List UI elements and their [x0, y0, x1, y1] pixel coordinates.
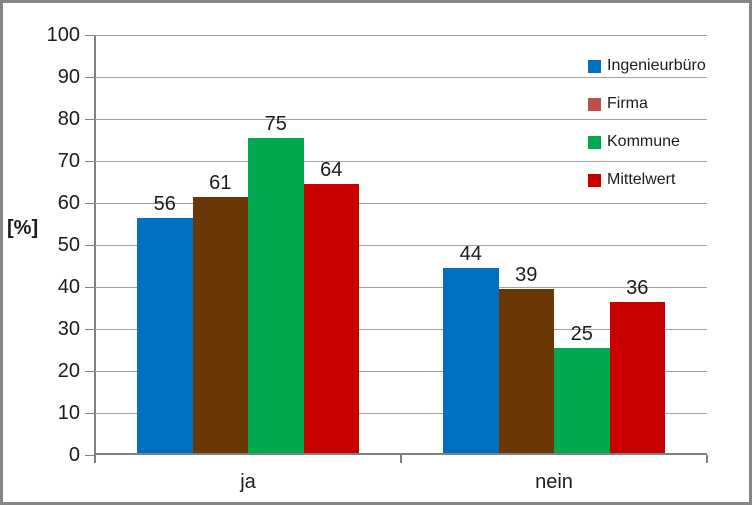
gridline-70 [95, 161, 707, 162]
y-tick-mark-100 [85, 35, 94, 36]
y-tick-mark-40 [85, 287, 94, 288]
gridline-80 [95, 119, 707, 120]
legend-label-firma: Firma [607, 95, 648, 112]
bar-value-label-mittelwert-ja: 64 [320, 159, 343, 182]
y-tick-mark-50 [85, 245, 94, 246]
y-axis-line [94, 35, 96, 463]
y-tick-mark-70 [85, 161, 94, 162]
bar-mittelwert-nein [609, 301, 665, 453]
y-tick-label-30: 30 [57, 318, 80, 340]
bar-value-label-firma-nein: 39 [515, 264, 538, 287]
y-tick-mark-10 [85, 413, 94, 414]
y-tick-mark-30 [85, 329, 94, 330]
legend-swatch-ingenieurburo-icon [588, 59, 601, 73]
y-tick-mark-60 [85, 203, 94, 204]
y-tick-mark-90 [85, 77, 94, 78]
gridline-20 [95, 371, 707, 372]
y-tick-label-80: 80 [57, 108, 80, 130]
bar-value-label-mittelwert-nein: 36 [626, 276, 649, 299]
legend-swatch-firma-icon [588, 97, 601, 111]
legend-swatch-kommune-icon [588, 135, 601, 149]
bar-firma-ja [192, 196, 248, 453]
gridline-10 [95, 413, 707, 414]
gridline-50 [95, 245, 707, 246]
y-tick-label-60: 60 [57, 192, 80, 214]
legend-item-firma: Firma [588, 85, 718, 123]
y-tick-label-10: 10 [57, 402, 80, 424]
bar-value-label-firma-ja: 61 [209, 171, 232, 194]
x-tick-mark-2 [706, 455, 708, 463]
y-tick-mark-80 [85, 119, 94, 120]
y-tick-label-100: 100 [46, 24, 80, 46]
legend: Ingenieurbüro Firma Kommune Mittelwert [588, 47, 718, 199]
bar-kommune-ja [248, 138, 304, 453]
x-tick-mark-1 [400, 455, 402, 463]
y-tick-label-40: 40 [57, 276, 80, 298]
legend-label-ingenieurburo: Ingenieurbüro [607, 57, 706, 74]
bar-firma-nein [498, 289, 554, 453]
legend-item-kommune: Kommune [588, 123, 718, 161]
gridline-100 [95, 35, 707, 36]
bar-mittelwert-ja [303, 184, 359, 453]
x-axis-line [95, 453, 707, 455]
gridline-40 [95, 287, 707, 288]
legend-swatch-mittelwert-icon [588, 173, 601, 187]
bar-value-label-kommune-nein: 25 [570, 323, 593, 345]
plot-area: 56 61 75 64 44 39 25 36 Ingenieurbüro Firma Kommu… [95, 35, 707, 455]
y-tick-mark-0 [85, 455, 94, 456]
y-tick-label-50: 50 [57, 234, 80, 256]
gridline-30 [95, 329, 707, 330]
category-label-ja: ja [240, 471, 256, 493]
bar-kommune-nein [554, 348, 610, 453]
category-label-nein: nein [535, 471, 573, 493]
legend-label-kommune: Kommune [607, 133, 680, 150]
y-tick-label-0: 0 [68, 444, 80, 466]
legend-item-mittelwert: Mittelwert [588, 161, 718, 199]
bar-value-label-ingenieurburo-nein: 44 [459, 243, 482, 266]
y-tick-label-70: 70 [57, 150, 80, 172]
legend-item-ingenieurburo: Ingenieurbüro [588, 47, 718, 85]
gridline-60 [95, 203, 707, 204]
bar-value-label-ingenieurburo-ja: 56 [153, 192, 176, 215]
bar-value-label-kommune-ja: 75 [264, 113, 287, 135]
bar-ingenieurburo-nein [443, 268, 499, 453]
y-axis-title: [%] [7, 217, 39, 239]
bar-ingenieurburo-ja [137, 217, 193, 453]
legend-label-mittelwert: Mittelwert [607, 171, 676, 188]
gridline-90 [95, 77, 707, 78]
y-tick-mark-20 [85, 371, 94, 372]
y-tick-label-20: 20 [57, 360, 80, 382]
y-tick-label-90: 90 [57, 66, 80, 88]
